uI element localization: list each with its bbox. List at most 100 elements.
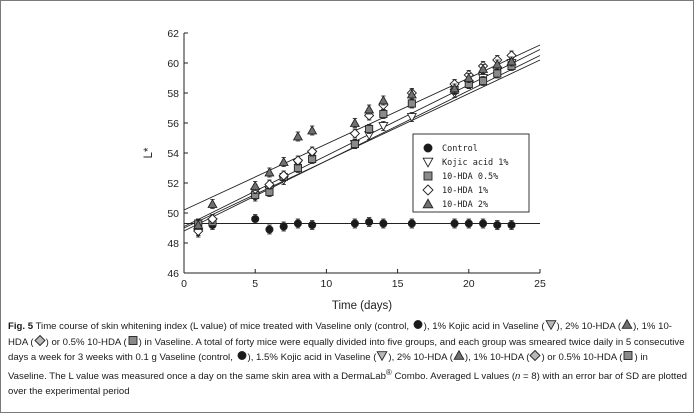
legend-label: 10-HDA 0.5% xyxy=(442,172,498,182)
data-point xyxy=(506,56,517,66)
caption-text: ) or 0.5% 10-HDA ( xyxy=(541,352,623,364)
data-point xyxy=(379,219,388,228)
x-tick-label: 25 xyxy=(534,278,546,290)
data-point xyxy=(307,146,318,157)
caption-text: = 8) with an error bar of SD are plotted… xyxy=(8,370,688,397)
data-point xyxy=(207,198,218,208)
y-axis-title: L* xyxy=(143,147,155,158)
caption-text: ), 1.5% Kojic acid in Vaseline ( xyxy=(247,352,377,364)
caption-marker xyxy=(624,351,633,361)
legend-label: Control xyxy=(442,144,478,154)
data-point xyxy=(350,139,359,149)
y-tick-label: 54 xyxy=(167,148,179,160)
caption-symbol xyxy=(413,320,423,329)
data-point xyxy=(379,109,388,119)
caption-symbol xyxy=(453,349,465,360)
y-tick-label: 48 xyxy=(167,238,179,250)
data-point xyxy=(292,155,304,166)
caption-symbol xyxy=(621,318,633,329)
data-point xyxy=(193,219,204,229)
data-point xyxy=(251,214,260,224)
data-point xyxy=(449,83,460,93)
data-point xyxy=(493,69,502,78)
data-point xyxy=(307,125,318,135)
data-point xyxy=(365,217,374,227)
caption-square-icon xyxy=(622,351,634,363)
data-point xyxy=(264,167,275,177)
figure-caption: Fig. 5 Time course of skin whitening ind… xyxy=(8,318,688,399)
y-tick-label: 60 xyxy=(167,58,179,70)
data-point xyxy=(507,220,516,230)
caption-triangle-up-icon xyxy=(621,318,633,332)
caption-marker xyxy=(529,350,542,362)
data-point xyxy=(493,220,502,230)
data-point xyxy=(207,213,218,225)
x-tick-label: 10 xyxy=(321,278,333,290)
caption-triangle-down-icon xyxy=(544,320,557,332)
plot-area: 46 48 50 52 54 56 58 60 62 0 5 10 15 20 25 Time (days) L… xyxy=(143,28,546,312)
caption-marker xyxy=(376,351,388,362)
data-point xyxy=(349,128,361,139)
caption-symbol xyxy=(544,320,557,331)
caption-marker xyxy=(237,351,246,361)
caption-text: ), 2% 10-HDA ( xyxy=(556,321,622,332)
caption-text: ), 1% Kojic acid in Vaseline ( xyxy=(423,321,545,332)
caption-marker xyxy=(621,318,633,329)
data-point xyxy=(278,170,289,181)
data-point xyxy=(406,113,417,123)
regression-line xyxy=(183,59,541,229)
data-point xyxy=(478,219,488,228)
data-point xyxy=(407,99,416,108)
caption-marker xyxy=(413,320,423,329)
data-point xyxy=(364,104,375,114)
y-tick-label: 62 xyxy=(167,28,179,40)
legend-label: 10-HDA 1% xyxy=(442,186,488,196)
caption-text: ) in Vaseline. The L value was measured … xyxy=(8,352,648,382)
data-point xyxy=(278,156,289,166)
data-point xyxy=(250,180,261,190)
caption-circle-icon xyxy=(236,351,248,363)
data-point xyxy=(279,222,288,231)
registered-mark: ® xyxy=(385,367,392,377)
caption-triangle-down-icon xyxy=(376,351,388,363)
legend-marker xyxy=(423,171,433,181)
legend-marker xyxy=(423,143,433,153)
x-tick-label: 5 xyxy=(252,278,258,290)
y-tick-label: 50 xyxy=(167,208,179,220)
caption-n-symbol: n xyxy=(515,370,521,382)
caption-text: ) in Vaseline. A total of forty mice wer… xyxy=(8,336,685,364)
x-tick-label: 15 xyxy=(392,278,404,290)
legend-label: Kojic acid 1% xyxy=(442,158,509,168)
data-point xyxy=(478,76,488,86)
caption-symbol xyxy=(33,334,46,346)
legend-marker xyxy=(422,184,434,196)
x-tick-label: 20 xyxy=(463,278,475,290)
data-point xyxy=(463,72,474,82)
caption-symbol xyxy=(529,350,542,362)
data-point xyxy=(477,63,489,73)
data-point xyxy=(464,219,473,228)
data-point xyxy=(265,225,274,234)
caption-diamond-icon xyxy=(529,350,542,363)
caption-text: ), 1% 10-HDA ( xyxy=(464,352,530,364)
caption-text: Time course of skin whitening index (L v… xyxy=(33,321,412,332)
caption-symbol xyxy=(128,335,138,345)
legend-label: 10-HDA 2% xyxy=(442,200,488,210)
data-point xyxy=(293,219,302,228)
data-point xyxy=(292,131,304,141)
caption-symbol xyxy=(237,351,246,361)
caption-diamond-icon xyxy=(33,334,46,348)
data-point xyxy=(264,179,275,190)
caption-marker xyxy=(33,334,46,346)
data-point xyxy=(365,124,374,134)
caption-marker xyxy=(128,335,138,345)
caption-text: ) or 0.5% 10-HDA ( xyxy=(45,336,127,348)
x-tick-label: 0 xyxy=(181,278,187,290)
caption-text: ), 1% 10-HDA ( xyxy=(8,321,672,348)
caption-text: ), 2% 10-HDA ( xyxy=(388,352,453,364)
legend-marker xyxy=(422,157,434,168)
caption-marker xyxy=(544,320,557,331)
data-point xyxy=(407,219,416,228)
data-point xyxy=(349,117,360,127)
data-point xyxy=(378,95,389,105)
